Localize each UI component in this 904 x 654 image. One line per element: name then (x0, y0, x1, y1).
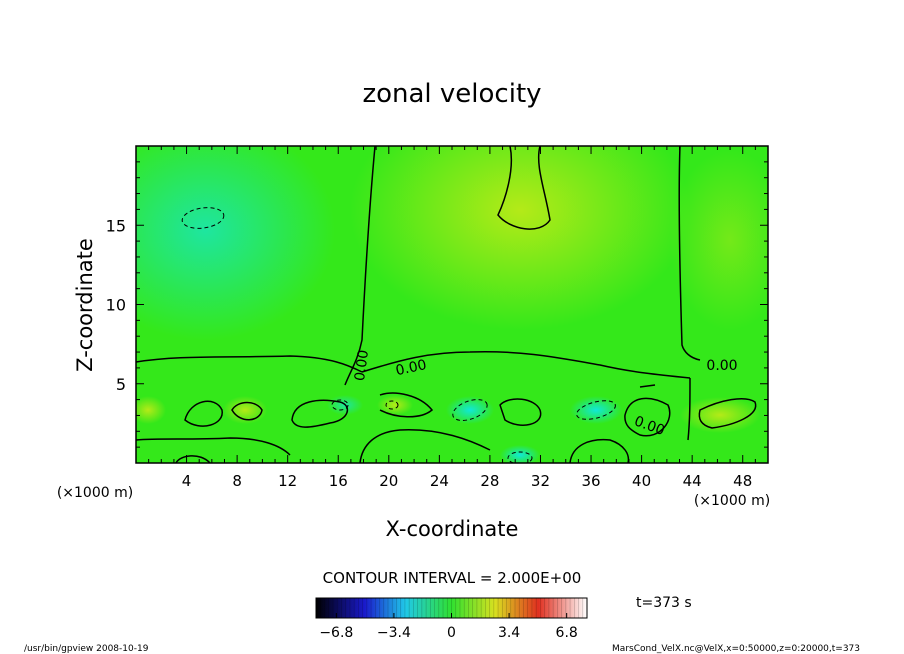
contour-line (361, 350, 691, 379)
dashed-contours (181, 207, 616, 463)
field-yellow-right (670, 150, 768, 330)
contour-line (624, 397, 671, 437)
blob (446, 396, 494, 424)
x-tick-label: 48 (733, 472, 752, 490)
dashed-contour (452, 399, 488, 421)
dashed-contour (507, 451, 533, 463)
x-tick-label: 24 (430, 472, 449, 490)
contour-line (497, 146, 551, 230)
footer-left: /usr/bin/gpview 2008-10-19 (24, 644, 149, 654)
x-tick-label: 20 (379, 472, 398, 490)
colorbar-stripes (319, 598, 584, 618)
time-label: t=373 s (636, 595, 692, 611)
field-cyan-region (136, 146, 335, 340)
blob (680, 397, 760, 433)
colorbar-tick-label: 6.8 (556, 625, 578, 641)
dashed-contour (181, 207, 225, 229)
x-tick-label: 40 (632, 472, 651, 490)
dashed-contour (331, 399, 349, 411)
x-tick-label: 8 (232, 472, 242, 490)
heatmap-field: 0.00 0.00 0.00 0.00 (136, 146, 768, 463)
y-tick-label: 5 (116, 375, 126, 394)
y-tick-label: 10 (106, 296, 126, 315)
contour-line (359, 429, 491, 463)
contour-line (344, 146, 376, 386)
contour-line (639, 384, 656, 388)
x-tick-label: 44 (683, 472, 702, 490)
dashed-contour (385, 400, 399, 410)
x-tick-label: 16 (329, 472, 348, 490)
contour-label: 0.00 (706, 358, 737, 374)
x-unit-left: (×1000 m) (57, 485, 133, 501)
field-yellow-region (350, 146, 690, 330)
footer-right: MarsCond_VelX.nc@VelX,x=0:50000,z=0:2000… (612, 644, 860, 654)
contour-line (136, 355, 363, 373)
x-tick-label: 36 (581, 472, 600, 490)
contour-lines (136, 146, 757, 463)
colorbar-tick-label: 0 (447, 625, 456, 641)
contour-line (698, 398, 757, 429)
blob (500, 445, 540, 463)
contour-line (569, 438, 630, 463)
contour-line (231, 401, 263, 421)
contour-line (291, 399, 349, 428)
blob (570, 396, 622, 424)
x-tick-label: 28 (480, 472, 499, 490)
contour-line (379, 392, 434, 418)
y-tick-label: 15 (106, 216, 126, 235)
blob (136, 396, 166, 424)
contour-label: 0.00 (394, 357, 428, 379)
blob (377, 395, 413, 415)
x-unit-right: (×1000 m) (694, 493, 770, 509)
contour-line (175, 455, 211, 463)
colorbar-tick-label: 3.4 (498, 625, 520, 641)
x-axis-label: X-coordinate (386, 517, 519, 541)
x-tick-label: 4 (182, 472, 192, 490)
y-axis-label: Z-coordinate (73, 238, 97, 372)
contour-line (687, 377, 691, 441)
contour-interval-text: CONTOUR INTERVAL = 2.000E+00 (323, 569, 582, 587)
colorbar-ticks: −6.8 −3.4 0 3.4 6.8 (319, 613, 578, 641)
contour-line (678, 146, 701, 361)
colorbar-tick-label: −3.4 (377, 625, 411, 641)
blob (223, 396, 267, 424)
x-tick-label: 32 (531, 472, 550, 490)
contour-line (184, 400, 223, 427)
contour-label: 0.00 (352, 349, 372, 382)
colorbar-tick-label: −6.8 (319, 625, 353, 641)
contour-line (499, 398, 542, 426)
chart-title: zonal velocity (362, 79, 541, 109)
contour-line (136, 437, 291, 456)
x-tick-label: 12 (278, 472, 297, 490)
dashed-contour (576, 400, 616, 420)
